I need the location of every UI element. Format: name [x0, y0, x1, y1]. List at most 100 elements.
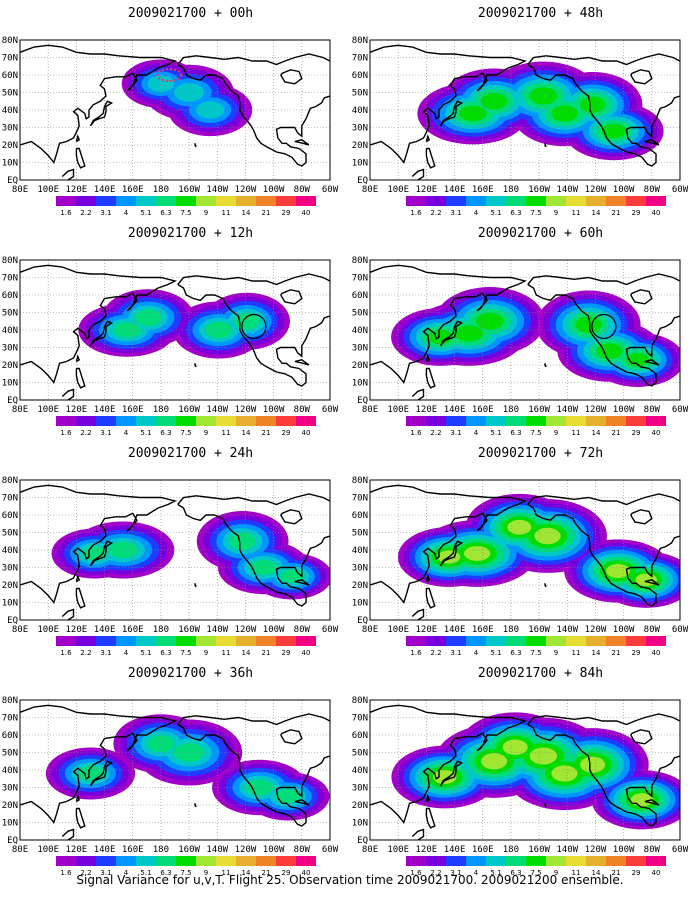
lon-tick-label: 140W [206, 845, 228, 855]
lon-tick-label: 100E [387, 845, 409, 855]
colorbar-label: 7.5 [530, 649, 541, 657]
lon-tick-label: 160E [122, 185, 144, 195]
coastlines [370, 44, 680, 180]
coastline [630, 69, 653, 85]
variance-contour [551, 765, 578, 782]
lon-tick-label: 160W [178, 845, 200, 855]
colorbar-label: 5.1 [490, 429, 501, 437]
lon-tick-label: 100E [387, 625, 409, 635]
lon-tick-label: 160W [178, 625, 200, 635]
lon-tick-label: 160E [472, 625, 494, 635]
colorbar-label: 4 [124, 209, 129, 217]
lat-tick-label: 30N [2, 344, 18, 354]
lon-tick-label: 60W [322, 625, 339, 635]
lon-tick-label: 120W [235, 845, 257, 855]
coastline [20, 704, 178, 824]
colorbar-swatch [566, 856, 586, 866]
lon-tick-label: 160E [472, 185, 494, 195]
lon-tick-label: 140E [444, 845, 466, 855]
coastline [425, 587, 436, 609]
lon-tick-label: 100E [387, 185, 409, 195]
variance-contour [454, 325, 484, 342]
coastline [89, 320, 114, 347]
coastline [439, 320, 464, 347]
lon-tick-label: 80E [362, 625, 378, 635]
coastline [630, 509, 653, 525]
lat-tick-label: 80N [2, 696, 18, 706]
colorbar-label: 21 [612, 429, 621, 437]
coastline [527, 283, 680, 387]
lat-tick-label: 60N [352, 291, 368, 301]
map-frame [369, 259, 681, 401]
colorbar-swatch [176, 856, 196, 866]
coastline [425, 134, 431, 143]
colorbar-swatch [96, 416, 116, 426]
lat-tick-label: 60N [2, 291, 18, 301]
colorbar-swatch [606, 856, 626, 866]
colorbar-label: 1.6 [60, 869, 72, 877]
coastline [61, 168, 75, 180]
colorbar-label: 7.5 [180, 209, 191, 217]
coastline [425, 807, 436, 829]
colorbar-label: 4 [474, 429, 479, 437]
lon-tick-label: 140W [556, 845, 578, 855]
colorbar-label: 3.1 [450, 209, 461, 217]
lat-tick-label: 40N [2, 106, 18, 116]
colorbar-label: 40 [652, 649, 661, 657]
colorbar-label: 14 [592, 649, 601, 657]
lat-tick-label: 70N [352, 274, 368, 284]
colorbar-swatch [216, 416, 236, 426]
map-frame [369, 699, 681, 841]
lat-tick-label: 60N [2, 71, 18, 81]
lon-tick-label: 180 [153, 845, 169, 855]
variance-contour [234, 313, 260, 330]
lon-tick-label: 100W [613, 625, 635, 635]
coastline [177, 283, 330, 387]
gridlines [20, 260, 330, 400]
colorbar-swatch [626, 416, 646, 426]
lon-tick-label: 140E [444, 185, 466, 195]
colorbar-label: 40 [652, 869, 661, 877]
map-panel: 2009021700 + 24h 80N 70N 60N 50N 40N 30N 20N 10N… [2, 446, 363, 666]
lat-tick-label: 10N [2, 599, 18, 609]
colorbar-swatch [426, 416, 446, 426]
lat-tick-label: 40N [2, 546, 18, 556]
variance-contour [480, 93, 508, 110]
colorbar-label: 21 [262, 869, 271, 877]
variance-contour [606, 564, 630, 578]
colorbar-label: 21 [262, 649, 271, 657]
coastline [194, 583, 197, 588]
lon-tick-label: 120W [585, 405, 607, 415]
colorbar-label: 7.5 [530, 869, 541, 877]
shaded-field [121, 59, 253, 137]
lon-tick-label: 120E [66, 625, 88, 635]
colorbar-swatch [586, 636, 606, 646]
colorbar-swatch [176, 636, 196, 646]
colorbar-label: 6.3 [510, 649, 521, 657]
coastline [527, 53, 680, 66]
coastline [544, 803, 547, 808]
lon-tick-label: 80W [294, 405, 311, 415]
gridlines [20, 700, 330, 840]
coastline [61, 828, 75, 840]
colorbar-swatch [486, 856, 506, 866]
colorbar-swatch [216, 196, 236, 206]
lat-tick-label: 40N [352, 546, 368, 556]
colorbar-swatch [626, 856, 646, 866]
colorbar-swatch [236, 416, 256, 426]
colorbar-label: 2.2 [430, 869, 441, 877]
colorbar-label: 6.3 [160, 209, 171, 217]
colorbar-swatch [216, 636, 236, 646]
colorbar-label: 1.6 [410, 209, 422, 217]
lat-tick-label: 40N [2, 766, 18, 776]
colorbar-swatch [116, 196, 136, 206]
colorbar-label: 40 [302, 649, 311, 657]
map-panel: 2009021700 + 72h 80N 70N 60N 50N 40N 30N 20N 10N… [352, 446, 700, 666]
coastline [177, 713, 330, 726]
lon-tick-label: 140E [94, 405, 116, 415]
lon-tick-label: 140E [94, 845, 116, 855]
colorbar-swatch [406, 416, 426, 426]
